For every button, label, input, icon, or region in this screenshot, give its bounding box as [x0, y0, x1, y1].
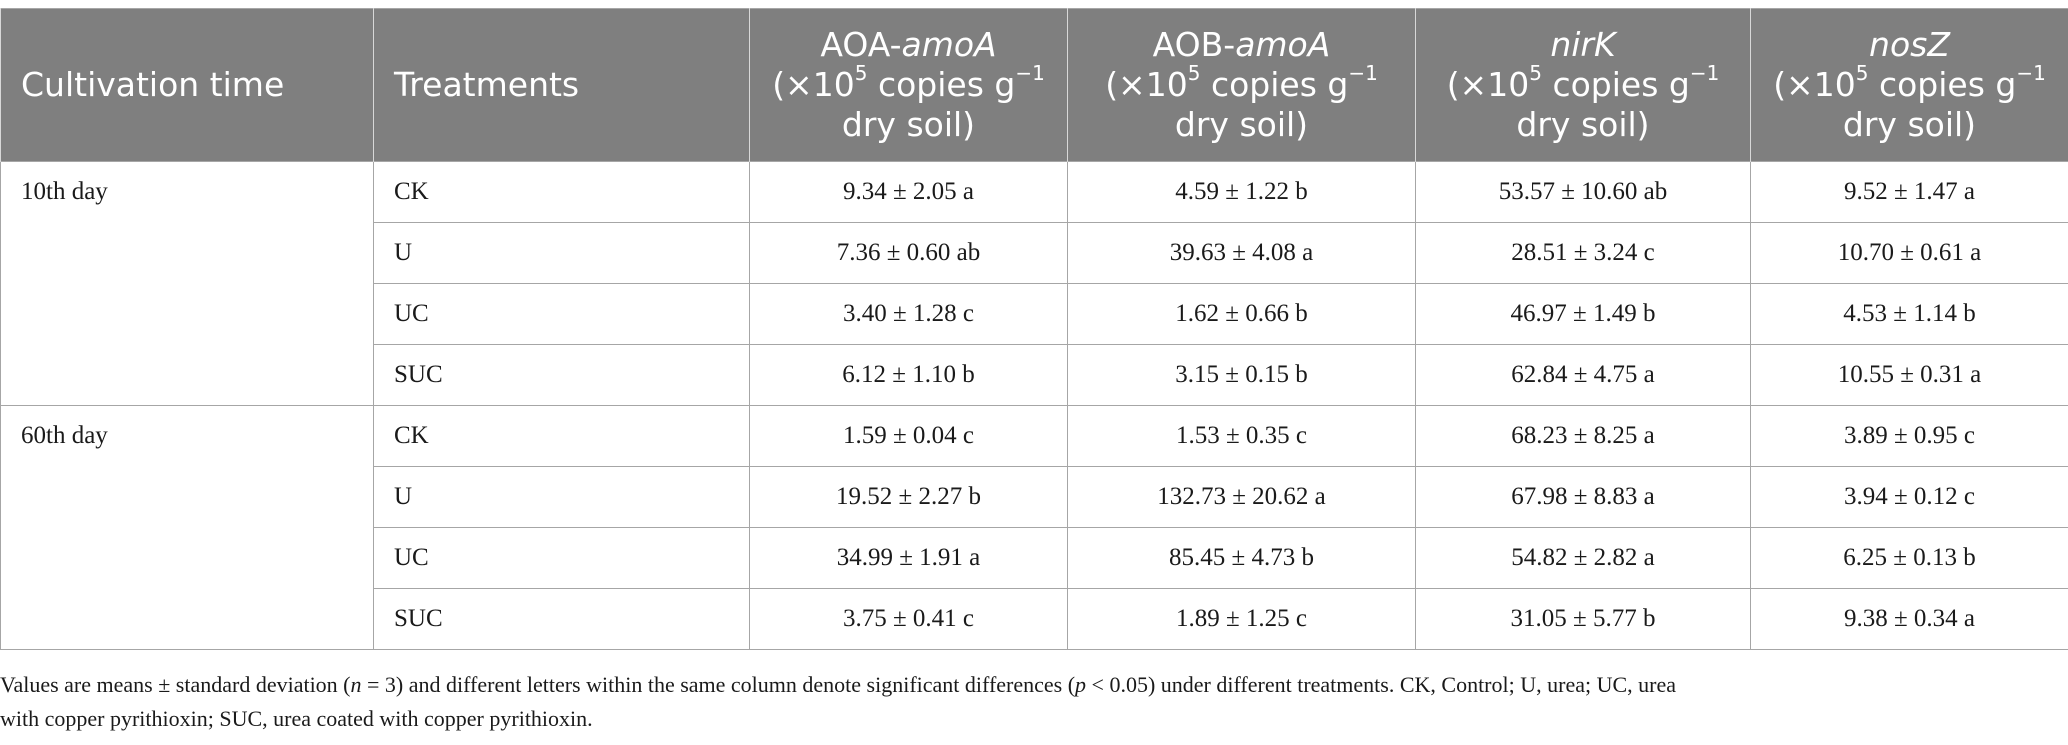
- header-nosz-gene: nosZ: [1869, 25, 1950, 64]
- unit-mid: copies g: [867, 65, 1016, 104]
- nosz-value-cell: 9.52 ± 1.47 a: [1750, 161, 2068, 223]
- gene-abundance-table: Cultivation time Treatments AOA-amoA (×1…: [0, 8, 2068, 650]
- header-aob-prefix: AOB-: [1152, 25, 1236, 64]
- table-row: 10th day CK 9.34 ± 2.05 a 4.59 ± 1.22 b …: [0, 161, 2068, 406]
- unit-exp: 5: [1855, 61, 1869, 85]
- aob-value-cell: 85.45 ± 4.73 b: [1067, 527, 1416, 589]
- unit-close: dry soil): [1842, 105, 1977, 144]
- treatment-cell: CK: [373, 405, 750, 467]
- aob-value-cell: 1.89 ± 1.25 c: [1067, 588, 1416, 650]
- aoa-value-cell: 3.40 ± 1.28 c: [749, 283, 1068, 345]
- unit-open: (×10: [1446, 65, 1530, 104]
- header-cultivation-time: Cultivation time: [0, 8, 374, 162]
- table-row: SUC 3.75 ± 0.41 c 1.89 ± 1.25 c 31.05 ± …: [1, 588, 2068, 650]
- unit-open: (×10: [772, 65, 855, 104]
- unit-close: dry soil): [1516, 105, 1650, 144]
- aoa-value-cell: 9.34 ± 2.05 a: [749, 161, 1068, 223]
- aob-value-cell: 3.15 ± 0.15 b: [1067, 344, 1416, 406]
- nirk-value-cell: 62.84 ± 4.75 a: [1415, 344, 1751, 406]
- treatment-cell: UC: [373, 527, 750, 589]
- table-row: UC 34.99 ± 1.91 a 85.45 ± 4.73 b 54.82 ±…: [1, 527, 2068, 589]
- aoa-value-cell: 34.99 ± 1.91 a: [749, 527, 1068, 589]
- aob-value-cell: 1.53 ± 0.35 c: [1067, 405, 1416, 467]
- aoa-value-cell: 19.52 ± 2.27 b: [749, 466, 1068, 528]
- header-nirk-gene: nirK: [1550, 25, 1616, 64]
- nirk-value-cell: 46.97 ± 1.49 b: [1415, 283, 1751, 345]
- unit-exp2: −1: [2016, 61, 2046, 85]
- table-row: U 7.36 ± 0.60 ab 39.63 ± 4.08 a 28.51 ± …: [1, 222, 2068, 284]
- nosz-value-cell: 4.53 ± 1.14 b: [1750, 283, 2068, 345]
- aoa-value-cell: 3.75 ± 0.41 c: [749, 588, 1068, 650]
- unit-close: dry soil): [841, 105, 976, 144]
- cultivation-time-cell: 10th day: [0, 161, 374, 406]
- unit-exp2: −1: [1015, 61, 1045, 85]
- nosz-value-cell: 10.55 ± 0.31 a: [1750, 344, 2068, 406]
- unit-mid: copies g: [1541, 65, 1690, 104]
- treatment-cell: U: [373, 222, 750, 284]
- footnote-line-1: Values are means ± standard deviation (n…: [0, 668, 2050, 702]
- nosz-value-cell: 10.70 ± 0.61 a: [1750, 222, 2068, 284]
- footnote-part3: < 0.05) under different treatments. CK, …: [1086, 672, 1677, 697]
- aoa-value-cell: 6.12 ± 1.10 b: [749, 344, 1068, 406]
- header-aoa-amoa: AOA-amoA (×105 copies g−1 dry soil): [749, 8, 1068, 162]
- table-footnote: Values are means ± standard deviation (n…: [0, 668, 2050, 736]
- aoa-value-cell: 1.59 ± 0.04 c: [749, 405, 1068, 467]
- treatment-cell: SUC: [373, 588, 750, 650]
- header-nirk: nirK (×105 copies g−1 dry soil): [1415, 8, 1751, 162]
- cultivation-time-cell: 60th day: [0, 405, 374, 650]
- header-aoa-gene: amoA: [901, 25, 997, 64]
- aob-value-cell: 4.59 ± 1.22 b: [1067, 161, 1416, 223]
- header-aob-amoa: AOB-amoA (×105 copies g−1 dry soil): [1067, 8, 1416, 162]
- treatment-cell: SUC: [373, 344, 750, 406]
- footnote-p-variable: p: [1075, 672, 1087, 697]
- treatment-cell: CK: [373, 161, 750, 223]
- unit-exp2: −1: [1689, 61, 1720, 85]
- nosz-value-cell: 3.94 ± 0.12 c: [1750, 466, 2068, 528]
- unit-exp2: −1: [1348, 61, 1378, 85]
- aoa-value-cell: 7.36 ± 0.60 ab: [749, 222, 1068, 284]
- nosz-value-cell: 9.38 ± 0.34 a: [1750, 588, 2068, 650]
- header-nosz: nosZ (×105 copies g−1 dry soil): [1750, 8, 2068, 162]
- nirk-value-cell: 68.23 ± 8.25 a: [1415, 405, 1751, 467]
- footnote-part2: = 3) and different letters within the sa…: [361, 672, 1076, 697]
- treatment-cell: U: [373, 466, 750, 528]
- header-aoa-prefix: AOA-: [820, 25, 902, 64]
- nirk-value-cell: 28.51 ± 3.24 c: [1415, 222, 1751, 284]
- header-aob-gene: amoA: [1235, 25, 1331, 64]
- nirk-value-cell: 53.57 ± 10.60 ab: [1415, 161, 1751, 223]
- footnote-n-variable: n: [350, 672, 362, 697]
- nirk-value-cell: 67.98 ± 8.83 a: [1415, 466, 1751, 528]
- nosz-value-cell: 3.89 ± 0.95 c: [1750, 405, 2068, 467]
- data-table-container: Cultivation time Treatments AOA-amoA (×1…: [0, 8, 2068, 650]
- unit-exp: 5: [1529, 61, 1542, 85]
- unit-exp: 5: [854, 61, 868, 85]
- nirk-value-cell: 54.82 ± 2.82 a: [1415, 527, 1751, 589]
- aob-value-cell: 1.62 ± 0.66 b: [1067, 283, 1416, 345]
- table-row: UC 3.40 ± 1.28 c 1.62 ± 0.66 b 46.97 ± 1…: [1, 283, 2068, 345]
- aob-value-cell: 39.63 ± 4.08 a: [1067, 222, 1416, 284]
- unit-mid: copies g: [1200, 65, 1349, 104]
- header-row: Cultivation time Treatments AOA-amoA (×1…: [0, 8, 2068, 162]
- footnote-part1: Values are means ± standard deviation (: [0, 672, 351, 697]
- unit-mid: copies g: [1868, 65, 2017, 104]
- unit-close: dry soil): [1174, 105, 1309, 144]
- table-row: 60th day CK 1.59 ± 0.04 c 1.53 ± 0.35 c …: [0, 405, 2068, 650]
- nirk-value-cell: 31.05 ± 5.77 b: [1415, 588, 1751, 650]
- treatment-cell: UC: [373, 283, 750, 345]
- aob-value-cell: 132.73 ± 20.62 a: [1067, 466, 1416, 528]
- unit-exp: 5: [1187, 61, 1201, 85]
- nosz-value-cell: 6.25 ± 0.13 b: [1750, 527, 2068, 589]
- header-treatments: Treatments: [373, 8, 750, 162]
- unit-open: (×10: [1773, 65, 1856, 104]
- unit-open: (×10: [1105, 65, 1188, 104]
- footnote-line-2: with copper pyrithioxin; SUC, urea coate…: [0, 706, 593, 731]
- table-row: U 19.52 ± 2.27 b 132.73 ± 20.62 a 67.98 …: [1, 466, 2068, 528]
